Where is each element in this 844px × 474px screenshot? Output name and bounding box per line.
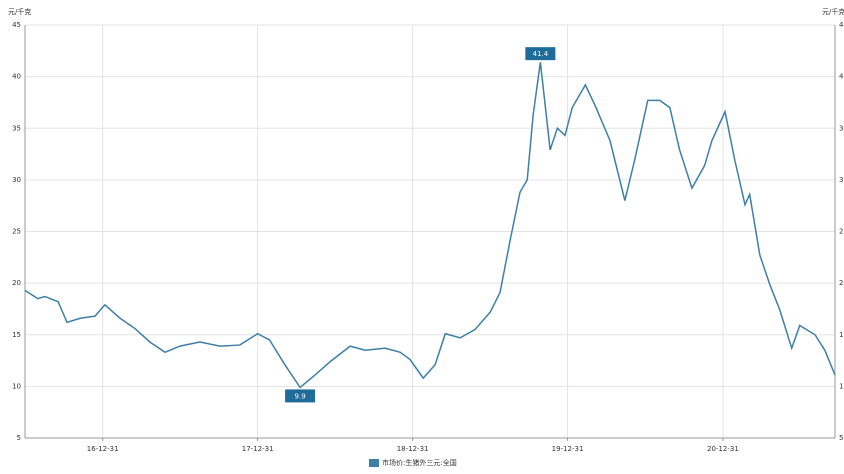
y-tick-label: 10 [12, 382, 21, 390]
y2-tick-label: 10 [839, 382, 844, 390]
annotation-box [285, 389, 316, 403]
y-tick-label: 40 [12, 73, 21, 81]
y2-tick-label: 5 [839, 434, 843, 442]
x-tick-label: 17-12-31 [242, 445, 274, 453]
y-tick-label: 20 [12, 279, 21, 287]
y2-tick-label: 30 [839, 176, 844, 184]
y2-tick-label: 45 [839, 21, 844, 29]
x-tick-label: 16-12-31 [87, 445, 119, 453]
y-tick-label: 15 [12, 331, 21, 339]
y2-tick-label: 40 [839, 73, 844, 81]
annotation-label: 9.9 [295, 392, 306, 400]
x-tick-label: 18-12-31 [397, 445, 429, 453]
line-series [24, 62, 836, 389]
legend-label: 市场价:生猪外三元:全国 [382, 458, 457, 467]
y2-unit-label: 元/千克 [822, 7, 844, 16]
annotation-box [525, 47, 556, 61]
x-tick-label: 20-12-31 [707, 445, 739, 453]
annotation-label: 41.4 [533, 50, 549, 58]
y-tick-label: 35 [12, 124, 21, 132]
y2-tick-label: 35 [839, 124, 844, 132]
y-unit-label: 元/千克 [8, 7, 31, 16]
y-tick-label: 30 [12, 176, 21, 184]
y2-tick-label: 15 [839, 331, 844, 339]
legend-swatch [369, 459, 379, 467]
legend: 市场价:生猪外三元:全国 [369, 458, 457, 467]
y2-tick-label: 25 [839, 228, 844, 236]
y-tick-label: 5 [17, 434, 21, 442]
y2-tick-label: 20 [839, 279, 844, 287]
x-tick-label: 19-12-31 [552, 445, 584, 453]
y-tick-label: 25 [12, 228, 21, 236]
y-tick-label: 45 [12, 21, 21, 29]
